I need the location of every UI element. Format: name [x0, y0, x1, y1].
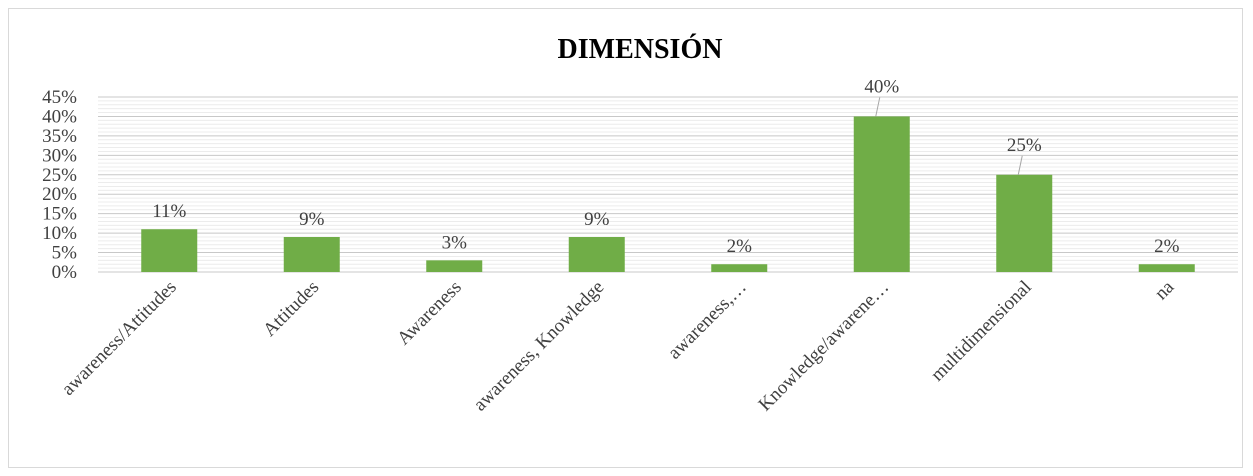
bar: [426, 260, 483, 272]
data-label: 40%: [864, 76, 899, 97]
y-tick-label: 40%: [42, 106, 77, 127]
category-label: na: [1151, 276, 1179, 304]
y-tick-label: 5%: [52, 243, 78, 264]
leader-line: [1017, 155, 1023, 175]
bars: [141, 116, 1195, 272]
bar: [853, 116, 910, 272]
y-tick-label: 20%: [42, 184, 77, 205]
category-label: Awareness: [393, 277, 466, 350]
bar: [1138, 264, 1195, 272]
y-tick-label: 45%: [42, 87, 77, 108]
data-label: 2%: [1154, 236, 1180, 257]
y-tick-label: 35%: [42, 126, 77, 147]
bar: [711, 264, 768, 272]
data-label: 25%: [1007, 135, 1042, 156]
data-label: 9%: [584, 209, 610, 230]
category-labels: awareness/Attitudes Attitudes Awareness awa…: [58, 276, 1179, 415]
category-label: Attitudes: [259, 277, 323, 341]
category-label: Knowledge/awarene…: [755, 277, 894, 416]
y-tick-label: 30%: [42, 145, 77, 166]
gridlines: [98, 96, 1238, 273]
bar: [568, 237, 625, 272]
y-tick-label: 25%: [42, 165, 77, 186]
bar: [996, 174, 1053, 272]
category-label: awareness,…: [664, 277, 751, 364]
data-label: 2%: [727, 236, 753, 257]
y-axis-ticks: 0%5%10%15%20%25%30%35%40%45%: [42, 87, 77, 283]
y-tick-label: 10%: [42, 223, 77, 244]
y-tick-label: 15%: [42, 204, 77, 225]
bar: [141, 229, 198, 272]
y-tick-label: 0%: [52, 262, 78, 283]
data-label: 3%: [442, 232, 468, 253]
data-label: 9%: [299, 209, 325, 230]
leader-line: [875, 97, 881, 117]
category-label: multidimensional: [927, 277, 1036, 386]
data-labels: 11% 9% 3% 9% 2% 40% 25% 2%: [152, 76, 1179, 257]
bar: [283, 237, 340, 272]
category-label: awareness/Attitudes: [58, 277, 181, 400]
category-label: awareness, Knowledge: [470, 277, 609, 416]
chart-title: DIMENSIÓN: [558, 34, 723, 65]
label-leaders: [875, 97, 1023, 175]
data-label: 11%: [152, 201, 186, 222]
